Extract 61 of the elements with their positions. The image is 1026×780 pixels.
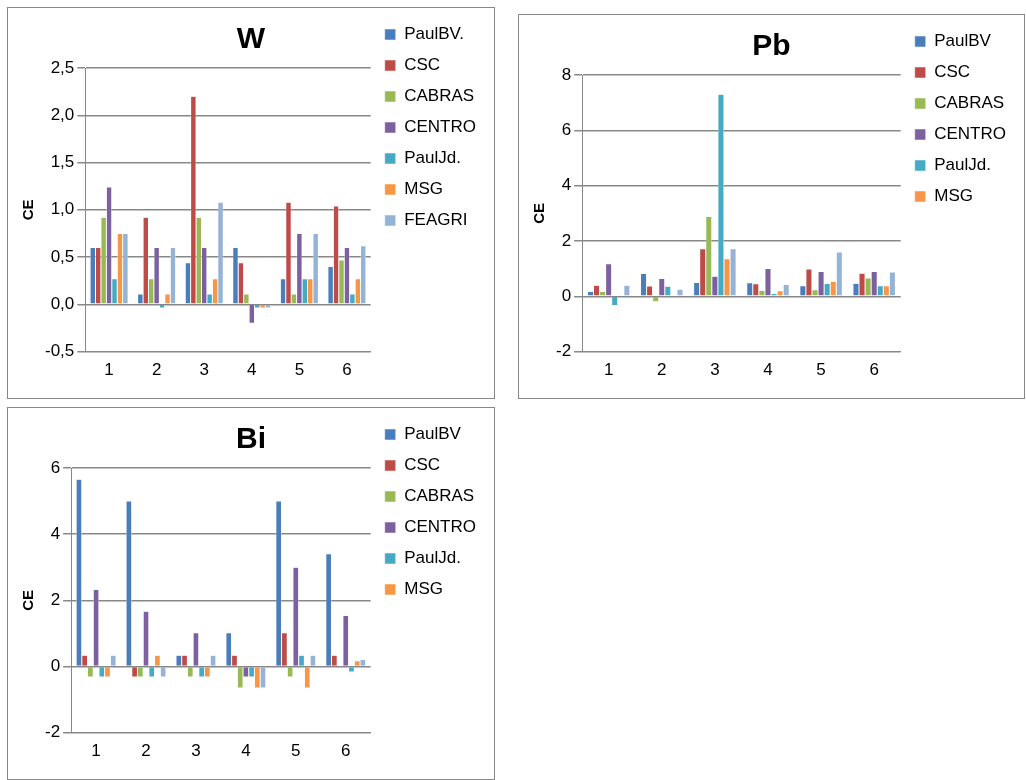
x-tick-label: 5 <box>816 360 826 380</box>
x-tick-label: 4 <box>241 741 251 761</box>
legend-label: CENTRO <box>404 117 476 137</box>
y-tick-label: -2 <box>44 722 61 742</box>
x-tick-label: 3 <box>710 360 720 380</box>
legend-label: MSG <box>934 186 973 206</box>
legend-label: MSG <box>404 579 443 599</box>
x-tick-label: 3 <box>191 741 201 761</box>
x-tick-label: 2 <box>657 360 667 380</box>
legend-label: CABRAS <box>404 486 475 506</box>
legend-label: CSC <box>404 55 441 75</box>
y-axis-title: CE <box>19 199 37 221</box>
y-tick-label: 6 <box>561 120 572 140</box>
y-tick-label: 4 <box>50 523 61 543</box>
y-tick-label: 2,0 <box>50 104 75 124</box>
x-tick-label: 2 <box>141 741 151 761</box>
y-tick-label: -2 <box>555 341 572 361</box>
y-axis-title: CE <box>530 202 548 224</box>
y-tick-label: 1,0 <box>50 199 75 219</box>
legend-label: CABRAS <box>934 93 1005 113</box>
y-tick-label: 2 <box>50 589 61 609</box>
x-tick-label: 5 <box>291 741 301 761</box>
legend-label: PaulJd. <box>934 155 991 175</box>
y-tick-label: 0,0 <box>50 294 75 314</box>
legend-label: PaulJd. <box>404 548 461 568</box>
y-tick-label: 0 <box>50 656 61 676</box>
x-tick-label: 5 <box>294 360 305 380</box>
legend-label: PaulBV. <box>404 24 465 44</box>
y-tick-label: 2 <box>561 230 572 250</box>
y-tick-label: 4 <box>561 175 572 195</box>
y-tick-label: 8 <box>561 64 572 84</box>
x-tick-label: 1 <box>603 360 614 380</box>
legend-label: CSC <box>934 62 971 82</box>
legend-label: MSG <box>404 179 443 199</box>
x-tick-label: 1 <box>104 360 114 380</box>
y-tick-label: 1,5 <box>50 152 75 172</box>
chart-title: W <box>236 21 266 55</box>
legend-label: PaulBV <box>934 31 992 51</box>
x-tick-label: 6 <box>869 360 879 380</box>
x-tick-label: 1 <box>91 741 101 761</box>
x-tick-label: 4 <box>763 360 773 380</box>
x-tick-label: 6 <box>341 741 351 761</box>
y-tick-label: -0,5 <box>45 341 75 361</box>
y-tick-label: 6 <box>50 457 61 477</box>
legend-label: PaulJd. <box>404 148 461 168</box>
legend-label: CENTRO <box>404 517 476 537</box>
legend-label: CABRAS <box>404 86 475 106</box>
x-tick-label: 4 <box>247 360 257 380</box>
legend-label: FEAGRI <box>404 210 468 230</box>
legend-label: PaulBV <box>404 424 462 444</box>
chart-title: Pb <box>752 28 791 62</box>
chart-title: Bi <box>236 421 266 455</box>
x-tick-label: 2 <box>151 360 162 380</box>
x-tick-label: 6 <box>342 360 352 380</box>
y-tick-label: 2,5 <box>50 57 75 77</box>
y-axis-title: CE <box>19 589 37 611</box>
legend-label: CENTRO <box>934 124 1006 144</box>
y-tick-label: 0,5 <box>50 246 75 266</box>
legend-label: CSC <box>404 455 441 475</box>
y-tick-label: 0 <box>561 285 572 305</box>
x-tick-label: 3 <box>199 360 209 380</box>
